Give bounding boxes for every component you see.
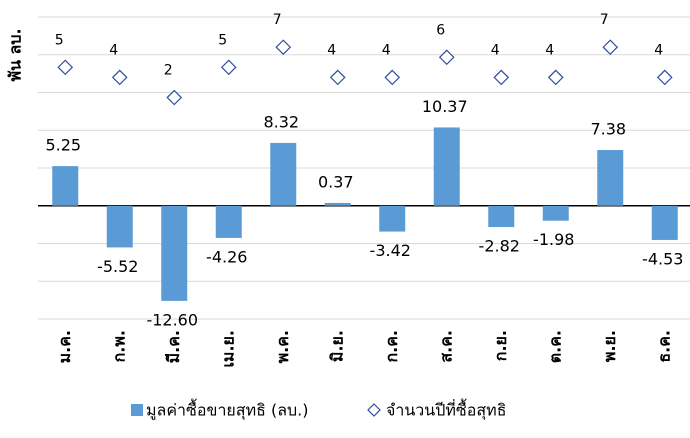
data-label: 6 (436, 22, 445, 38)
x-tick-label: ก.ค. (382, 330, 401, 363)
x-tick-label: พ.ค. (273, 330, 292, 363)
diamond-marker (656, 69, 673, 86)
data-label: -2.82 (479, 237, 520, 256)
x-tick-label: ธ.ค. (654, 330, 673, 363)
x-tick-label: เม.ย. (218, 330, 237, 368)
bar (433, 127, 460, 206)
data-label: 7 (273, 12, 282, 28)
y-axis-label: พัน ลบ. (6, 28, 25, 81)
bar (488, 205, 515, 228)
data-label: 4 (327, 42, 336, 58)
data-label: 0.37 (318, 172, 354, 191)
diamond-marker (329, 69, 346, 86)
data-label: -3.42 (370, 241, 411, 260)
diamond-marker (602, 39, 619, 56)
diamond-marker (384, 69, 401, 86)
x-tick-label: ส.ค. (436, 330, 455, 363)
bar (52, 166, 79, 206)
diamond-marker (547, 69, 564, 86)
diamond-marker (57, 59, 74, 76)
diamond-marker (493, 69, 510, 86)
data-label: -4.53 (642, 249, 683, 268)
diamond-marker (166, 89, 183, 106)
x-tick-label: ก.พ. (109, 330, 128, 362)
bar (597, 150, 624, 206)
data-label: -1.98 (533, 230, 574, 249)
legend-label: มูลค่าซื้อขายสุทธิ (ลบ.) (146, 399, 309, 421)
data-label: 4 (545, 42, 554, 58)
diamond-marker (438, 49, 455, 66)
bar (324, 202, 351, 206)
data-label: -4.26 (206, 247, 247, 266)
bar (651, 205, 678, 240)
x-tick-label: พ.ย. (600, 330, 619, 362)
x-tick-label: ก.ย. (491, 330, 510, 361)
data-label: 7.38 (590, 120, 626, 139)
data-label: 5.25 (45, 136, 81, 155)
data-label: 2 (164, 63, 173, 79)
bar (270, 142, 297, 206)
legend-swatch (131, 404, 143, 416)
data-label: 4 (109, 42, 118, 58)
bar (379, 205, 406, 232)
data-label: 8.32 (263, 112, 299, 131)
x-tick-label: ต.ค. (545, 330, 564, 363)
bar (161, 205, 188, 301)
x-tick-label: ม.ค. (55, 330, 74, 363)
x-tick-label: มี.ค. (164, 330, 183, 363)
bar (542, 205, 569, 221)
data-label: 4 (491, 42, 500, 58)
x-tick-label: มิ.ย. (327, 330, 346, 362)
legend-marker (367, 403, 381, 417)
data-label: 7 (600, 12, 609, 28)
diamond-marker (275, 39, 292, 56)
data-label: 4 (654, 42, 663, 58)
bar (215, 205, 242, 238)
data-label: 5 (218, 32, 227, 48)
diamond-marker (111, 69, 128, 86)
data-label: 5 (55, 32, 64, 48)
data-label: 10.37 (422, 97, 468, 116)
data-label: 4 (382, 42, 391, 58)
diamond-marker (220, 59, 237, 76)
data-label: -12.60 (146, 310, 198, 329)
bar (106, 205, 133, 248)
data-label: -5.52 (97, 257, 138, 276)
legend-label: จำนวนปีที่ซื้อสุทธิ (386, 399, 506, 421)
